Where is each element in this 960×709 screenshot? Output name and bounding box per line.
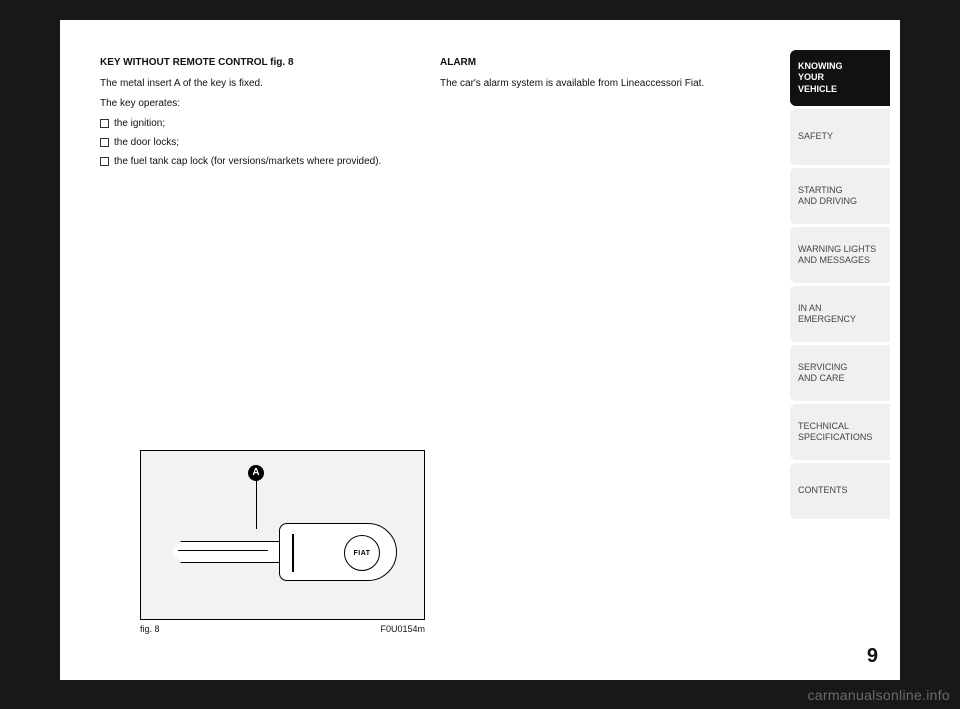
callout-label-a: A [248, 465, 264, 481]
list-item: the door locks; [100, 135, 410, 150]
fiat-logo-icon: FIAT [344, 535, 380, 571]
tab-technical-specifications[interactable]: TECHNICALSPECIFICATIONS [790, 404, 890, 460]
tab-label: TECHNICALSPECIFICATIONS [798, 421, 872, 444]
tab-label: KNOWINGYOURVEHICLE [798, 61, 843, 95]
right-heading: ALARM [440, 55, 750, 70]
key-grip: FIAT [279, 523, 397, 581]
tab-label: IN ANEMERGENCY [798, 303, 856, 326]
right-p1: The car's alarm system is available from… [440, 76, 750, 91]
tab-in-an-emergency[interactable]: IN ANEMERGENCY [790, 286, 890, 342]
watermark-text: carmanualsonline.info [808, 687, 951, 703]
key-illustration: FIAT [171, 521, 396, 581]
tab-safety[interactable]: SAFETY [790, 109, 890, 165]
bullet-list: the ignition; the door locks; the fuel t… [100, 116, 410, 169]
list-item: the fuel tank cap lock (for versions/mar… [100, 154, 410, 169]
right-column: ALARM The car's alarm system is availabl… [440, 55, 750, 173]
blade-notch [171, 551, 181, 563]
section-tabs: KNOWINGYOURVEHICLE SAFETY STARTINGAND DR… [790, 50, 890, 519]
tab-warning-lights[interactable]: WARNING LIGHTSAND MESSAGES [790, 227, 890, 283]
left-p2: The key operates: [100, 96, 410, 111]
content-columns: KEY WITHOUT REMOTE CONTROL fig. 8 The me… [100, 55, 750, 173]
left-column: KEY WITHOUT REMOTE CONTROL fig. 8 The me… [100, 55, 410, 173]
grip-ridge [292, 534, 294, 572]
page-number: 9 [867, 645, 878, 668]
list-item: the ignition; [100, 116, 410, 131]
figure-caption: fig. 8 F0U0154m [140, 624, 425, 634]
figure-8: A FIAT fig. 8 F0U0154m [140, 450, 425, 634]
left-p1: The metal insert A of the key is fixed. [100, 76, 410, 91]
manual-page: KEY WITHOUT REMOTE CONTROL fig. 8 The me… [60, 20, 900, 680]
tab-starting-and-driving[interactable]: STARTINGAND DRIVING [790, 168, 890, 224]
figure-frame: A FIAT [140, 450, 425, 620]
left-heading: KEY WITHOUT REMOTE CONTROL fig. 8 [100, 55, 410, 70]
figure-code: F0U0154m [380, 624, 425, 634]
figure-number: fig. 8 [140, 624, 160, 634]
tab-servicing-and-care[interactable]: SERVICINGAND CARE [790, 345, 890, 401]
tab-contents[interactable]: CONTENTS [790, 463, 890, 519]
tab-label: STARTINGAND DRIVING [798, 185, 857, 208]
tab-label: SERVICINGAND CARE [798, 362, 847, 385]
tab-knowing-your-vehicle[interactable]: KNOWINGYOURVEHICLE [790, 50, 890, 106]
key-blade [171, 541, 281, 563]
tab-label: WARNING LIGHTSAND MESSAGES [798, 244, 876, 267]
tab-label: CONTENTS [798, 485, 848, 496]
tab-label: SAFETY [798, 131, 833, 142]
